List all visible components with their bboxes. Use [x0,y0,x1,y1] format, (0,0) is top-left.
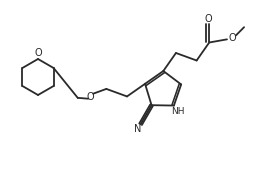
Text: O: O [34,48,42,58]
Text: O: O [228,33,236,43]
Text: O: O [86,92,94,102]
Text: NH: NH [171,107,185,116]
Text: O: O [205,14,212,24]
Text: N: N [134,124,142,134]
